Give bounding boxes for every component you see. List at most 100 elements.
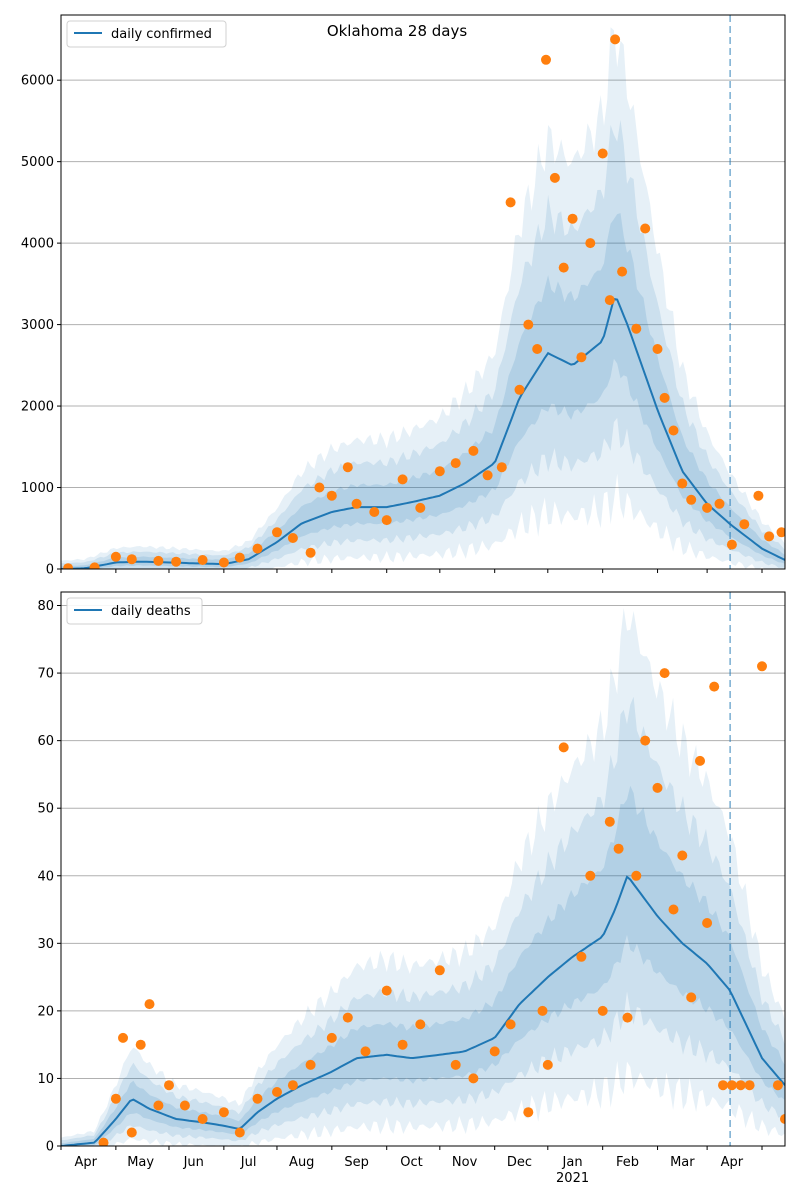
confirmed-data-point [576, 352, 587, 363]
confirmed-data-point [585, 238, 596, 249]
deaths-data-point [772, 1080, 783, 1091]
deaths-data-point [631, 870, 642, 881]
confirmed-data-point [739, 519, 750, 530]
confirmed-uncertainty-band [61, 27, 785, 569]
confirmed-actual-points [63, 34, 785, 569]
confirmed-data-point [482, 470, 493, 481]
confirmed-data-point [252, 543, 263, 554]
chart-title: Oklahoma 28 days [327, 22, 468, 40]
confirmed-y-tick-label: 4000 [21, 237, 54, 252]
deaths-x-tick-label: Oct [400, 1155, 422, 1170]
confirmed-y-tick-label: 5000 [21, 155, 54, 170]
confirmed-data-point [397, 474, 408, 485]
confirmed-data-point [505, 197, 516, 208]
deaths-x-tick-label: Dec [507, 1155, 532, 1170]
deaths-data-point [450, 1059, 461, 1070]
deaths-data-point [164, 1080, 174, 1091]
confirmed-data-point [468, 445, 479, 456]
deaths-uncertainty-bands [61, 608, 785, 1146]
deaths-data-point [489, 1046, 500, 1057]
confirmed-data-point [558, 262, 569, 273]
deaths-x-tick-label: Feb [616, 1155, 639, 1170]
confirmed-data-point [764, 531, 775, 542]
deaths-data-point [135, 1039, 146, 1050]
confirmed-data-point [523, 319, 534, 330]
confirmed-data-point [617, 266, 628, 277]
deaths-data-point [381, 985, 392, 996]
deaths-x-tick-label: Nov [452, 1155, 478, 1170]
deaths-data-point [252, 1093, 263, 1104]
confirmed-data-point [514, 384, 525, 395]
confirmed-uncertainty-band [61, 119, 785, 569]
deaths-x-year-label: 2021 [556, 1171, 589, 1186]
confirmed-data-point [677, 478, 688, 489]
confirmed-data-point [305, 547, 316, 558]
confirmed-data-point [153, 555, 164, 566]
confirmed-data-point [450, 458, 461, 469]
deaths-data-point [668, 904, 679, 915]
confirmed-y-axis: 0 1000 2000 3000 4000 5000 6000 [21, 74, 61, 578]
confirmed-data-point [659, 392, 670, 403]
deaths-data-point [652, 782, 663, 793]
confirmed-data-point [686, 494, 697, 505]
confirmed-y-tick-label: 6000 [21, 74, 54, 89]
deaths-data-point [659, 668, 670, 679]
confirmed-data-point [63, 563, 74, 569]
deaths-data-point [622, 1012, 633, 1023]
confirmed-y-tick-label: 0 [46, 563, 54, 578]
confirmed-series-line [61, 297, 785, 569]
deaths-data-point [218, 1107, 229, 1118]
confirmed-data-point [218, 557, 229, 568]
deaths-data-point [709, 681, 720, 692]
deaths-y-tick-label: 40 [37, 869, 54, 884]
deaths-data-point [726, 1080, 737, 1091]
deaths-data-point [597, 1005, 608, 1016]
confirmed-data-point [541, 54, 551, 65]
deaths-data-point [757, 661, 767, 672]
confirmed-data-point [326, 490, 337, 501]
deaths-data-point [326, 1032, 337, 1043]
deaths-y-tick-label: 60 [37, 734, 54, 749]
confirmed-data-point [342, 462, 353, 473]
deaths-data-point [677, 850, 688, 861]
deaths-data-point [695, 755, 705, 766]
deaths-data-point [144, 999, 155, 1010]
legend-deaths-label: daily deaths [111, 604, 191, 619]
deaths-data-point [434, 965, 445, 976]
deaths-x-tick-label: Sep [344, 1155, 369, 1170]
confirmed-data-point [610, 34, 621, 45]
deaths-y-tick-label: 10 [37, 1072, 54, 1087]
deaths-x-tick-label: Apr [721, 1155, 744, 1170]
confirmed-data-point [532, 344, 543, 354]
deaths-x-tick-label: Apr [75, 1155, 98, 1170]
deaths-actual-points [98, 661, 785, 1146]
deaths-data-point [718, 1080, 728, 1091]
deaths-data-point [505, 1019, 516, 1030]
confirmed-data-point [702, 502, 713, 513]
deaths-data-point [686, 992, 697, 1003]
confirmed-y-tick-label: 2000 [21, 400, 54, 415]
deaths-data-point [287, 1080, 298, 1091]
deaths-data-point [523, 1107, 534, 1118]
confirmed-data-point [369, 507, 380, 517]
confirmed-data-point [272, 527, 282, 538]
confirmed-data-point [415, 502, 426, 513]
confirmed-data-point [549, 172, 560, 183]
deaths-uncertainty-band [61, 696, 785, 1146]
deaths-data-point [537, 1005, 548, 1016]
deaths-y-tick-label: 0 [46, 1140, 54, 1155]
deaths-data-point [305, 1059, 316, 1070]
deaths-y-tick-label: 20 [37, 1004, 54, 1019]
deaths-data-point [468, 1073, 479, 1084]
deaths-y-tick-label: 70 [37, 667, 54, 682]
confirmed-plot-frame [60, 14, 786, 570]
deaths-data-point [415, 1019, 426, 1030]
deaths-series-line [61, 875, 785, 1146]
confirmed-data-point [126, 554, 137, 565]
deaths-data-point [118, 1032, 128, 1043]
deaths-data-point [613, 843, 624, 854]
deaths-data-point [197, 1114, 208, 1124]
deaths-data-point [342, 1012, 353, 1023]
deaths-y-tick-label: 50 [37, 802, 54, 817]
